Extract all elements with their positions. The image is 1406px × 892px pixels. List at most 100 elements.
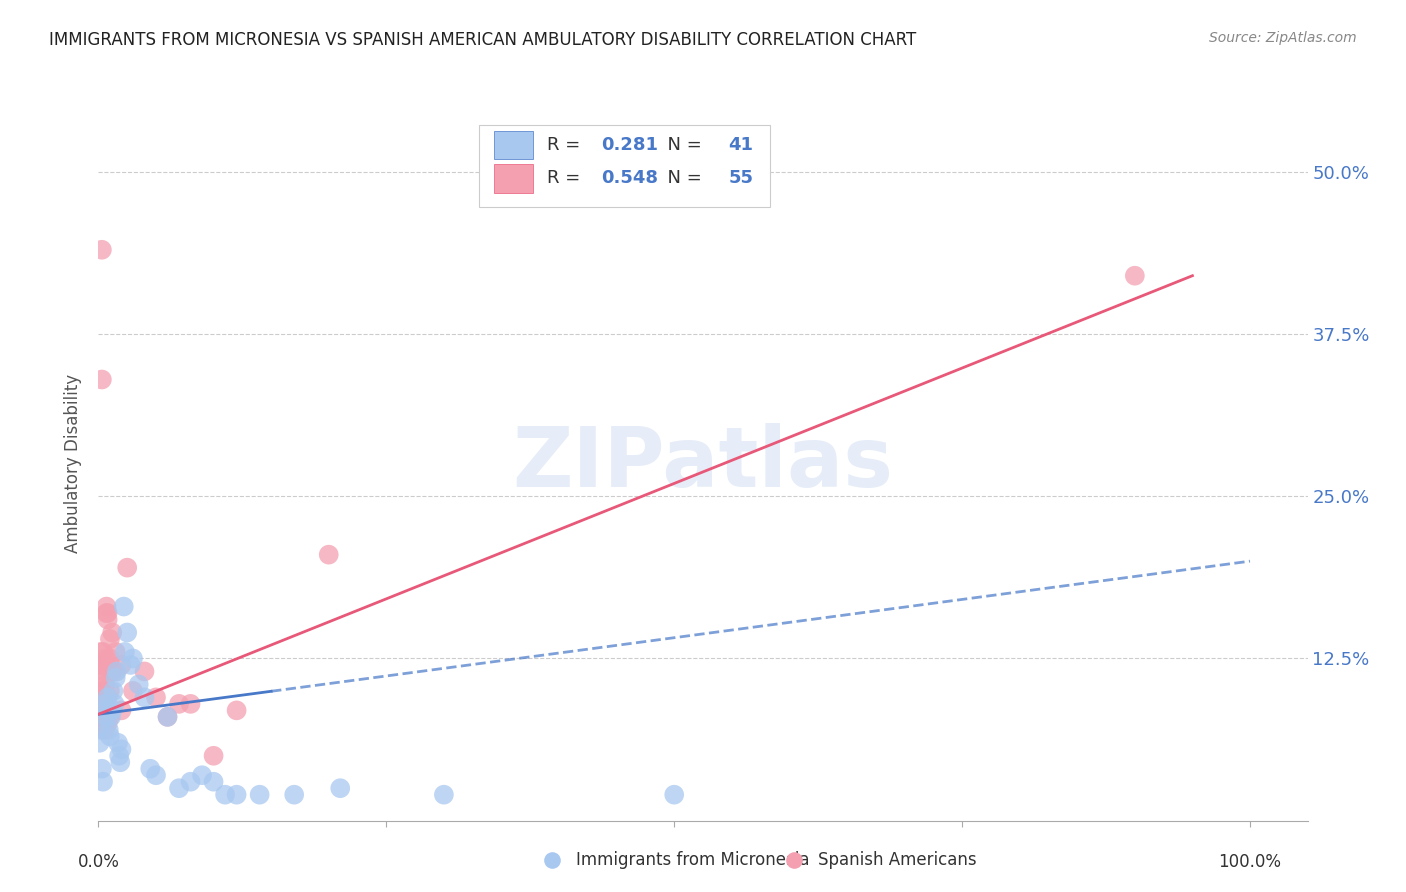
Point — [110, 756, 132, 770]
FancyBboxPatch shape — [479, 125, 769, 207]
Point — [90, 703, 112, 717]
Point — [104, 645, 127, 659]
Point — [139, 762, 162, 776]
Point — [97, 723, 120, 737]
Point — [202, 774, 225, 789]
Point — [94, 723, 117, 737]
Point — [103, 697, 125, 711]
Point — [89, 736, 111, 750]
Point — [89, 690, 111, 705]
FancyBboxPatch shape — [494, 130, 533, 159]
Text: N =: N = — [655, 136, 707, 153]
Point — [122, 651, 145, 665]
Text: 0.0%: 0.0% — [77, 853, 120, 871]
Point — [97, 716, 120, 731]
Point — [145, 768, 167, 782]
Point — [90, 762, 112, 776]
Point — [91, 645, 114, 659]
Point — [1123, 268, 1146, 283]
Point — [89, 710, 111, 724]
Text: R =: R = — [547, 136, 586, 153]
Text: Immigrants from Micronesia: Immigrants from Micronesia — [576, 851, 810, 869]
Point — [93, 697, 115, 711]
Point — [89, 671, 111, 685]
Text: Spanish Americans: Spanish Americans — [818, 851, 977, 869]
Point — [96, 606, 118, 620]
Point — [90, 657, 112, 672]
Text: N =: N = — [655, 169, 707, 187]
Point — [90, 710, 112, 724]
Point — [90, 684, 112, 698]
Point — [94, 677, 117, 691]
Point — [89, 657, 111, 672]
Point — [115, 625, 138, 640]
Point — [191, 768, 214, 782]
Point — [96, 599, 118, 614]
Point — [90, 243, 112, 257]
Point — [97, 690, 120, 705]
Text: 55: 55 — [728, 169, 754, 187]
Point — [90, 716, 112, 731]
Text: IMMIGRANTS FROM MICRONESIA VS SPANISH AMERICAN AMBULATORY DISABILITY CORRELATION: IMMIGRANTS FROM MICRONESIA VS SPANISH AM… — [49, 31, 917, 49]
Point — [107, 736, 129, 750]
Point — [98, 710, 121, 724]
Point — [100, 710, 122, 724]
Point — [128, 677, 150, 691]
Point — [202, 748, 225, 763]
Point — [93, 716, 115, 731]
Text: 0.548: 0.548 — [602, 169, 658, 187]
Point — [180, 697, 202, 711]
Point — [90, 723, 112, 737]
Point — [225, 788, 247, 802]
Text: 100.0%: 100.0% — [1219, 853, 1281, 871]
Point — [104, 671, 127, 685]
FancyBboxPatch shape — [494, 164, 533, 193]
Point — [96, 697, 118, 711]
Point — [110, 742, 132, 756]
Point — [664, 788, 686, 802]
Point — [91, 690, 114, 705]
Point — [749, 885, 772, 892]
Point — [156, 710, 179, 724]
Point — [318, 548, 340, 562]
Point — [90, 645, 112, 659]
Point — [433, 788, 456, 802]
Text: Source: ZipAtlas.com: Source: ZipAtlas.com — [1209, 31, 1357, 45]
Point — [134, 690, 156, 705]
Text: ZIPatlas: ZIPatlas — [513, 424, 893, 504]
Point — [91, 710, 114, 724]
Point — [96, 710, 118, 724]
Point — [214, 788, 236, 802]
Point — [167, 697, 190, 711]
Point — [98, 651, 121, 665]
Point — [101, 703, 124, 717]
Point — [97, 690, 120, 705]
Point — [145, 690, 167, 705]
Point — [93, 684, 115, 698]
Point — [94, 651, 117, 665]
Point — [91, 723, 114, 737]
Point — [249, 788, 271, 802]
Point — [101, 665, 124, 679]
Point — [225, 703, 247, 717]
Point — [103, 684, 125, 698]
Point — [90, 690, 112, 705]
Point — [94, 697, 117, 711]
Point — [108, 748, 131, 763]
Point — [97, 613, 120, 627]
Point — [104, 665, 127, 679]
Point — [90, 372, 112, 386]
Point — [93, 703, 115, 717]
Point — [90, 697, 112, 711]
Point — [105, 665, 128, 679]
Point — [98, 632, 121, 646]
Point — [98, 729, 121, 743]
Text: R =: R = — [547, 169, 586, 187]
Point — [180, 774, 202, 789]
Point — [283, 788, 305, 802]
Point — [101, 625, 124, 640]
Point — [93, 665, 115, 679]
Point — [110, 703, 132, 717]
Y-axis label: Ambulatory Disability: Ambulatory Disability — [65, 375, 83, 553]
Point — [96, 710, 118, 724]
